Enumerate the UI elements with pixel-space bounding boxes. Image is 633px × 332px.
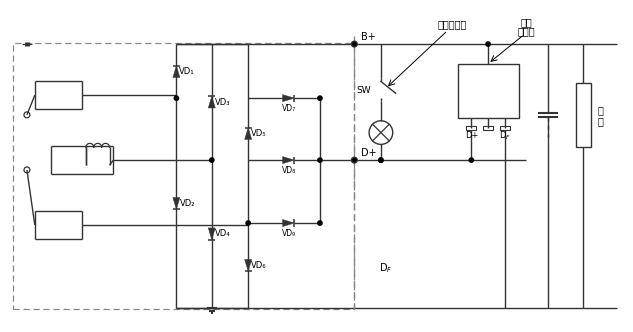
Polygon shape xyxy=(208,228,215,240)
Text: 充电指示灯: 充电指示灯 xyxy=(438,19,467,30)
Text: VD₁: VD₁ xyxy=(179,67,195,76)
Text: D$_F$: D$_F$ xyxy=(379,261,392,275)
Polygon shape xyxy=(282,95,294,102)
Text: D+: D+ xyxy=(465,131,478,140)
Bar xyxy=(458,64,518,118)
Text: VD₂: VD₂ xyxy=(179,199,195,208)
Bar xyxy=(483,126,493,129)
Circle shape xyxy=(210,158,214,162)
Bar xyxy=(575,83,591,147)
Text: VD₈: VD₈ xyxy=(282,166,297,175)
Text: VD₉: VD₉ xyxy=(282,229,296,238)
Circle shape xyxy=(379,158,383,162)
Circle shape xyxy=(174,96,179,100)
Text: 电压: 电压 xyxy=(520,18,532,28)
Text: VD₃: VD₃ xyxy=(215,98,230,107)
Text: 负
载: 负 载 xyxy=(597,105,603,126)
Text: SW: SW xyxy=(356,86,371,95)
Circle shape xyxy=(352,42,356,46)
Text: D+: D+ xyxy=(361,148,377,158)
Text: VD₇: VD₇ xyxy=(282,105,296,114)
Polygon shape xyxy=(282,157,294,164)
Circle shape xyxy=(318,158,322,162)
Circle shape xyxy=(246,221,250,225)
Circle shape xyxy=(486,42,490,46)
Polygon shape xyxy=(208,96,215,108)
Polygon shape xyxy=(173,66,180,77)
Text: 调节器: 调节器 xyxy=(518,26,536,36)
Text: B+: B+ xyxy=(361,32,376,42)
Circle shape xyxy=(352,158,356,162)
Bar xyxy=(467,126,476,129)
Text: VD₅: VD₅ xyxy=(251,129,266,138)
Circle shape xyxy=(318,221,322,225)
Polygon shape xyxy=(173,198,180,209)
Text: VD₆: VD₆ xyxy=(251,261,266,270)
Circle shape xyxy=(469,158,473,162)
Circle shape xyxy=(318,96,322,100)
Polygon shape xyxy=(244,127,252,139)
Polygon shape xyxy=(244,259,252,271)
Text: D$_F$: D$_F$ xyxy=(499,129,511,142)
Text: VD₄: VD₄ xyxy=(215,229,230,238)
Circle shape xyxy=(379,158,383,162)
Bar xyxy=(13,43,354,308)
Polygon shape xyxy=(282,219,294,226)
Bar xyxy=(500,126,510,129)
